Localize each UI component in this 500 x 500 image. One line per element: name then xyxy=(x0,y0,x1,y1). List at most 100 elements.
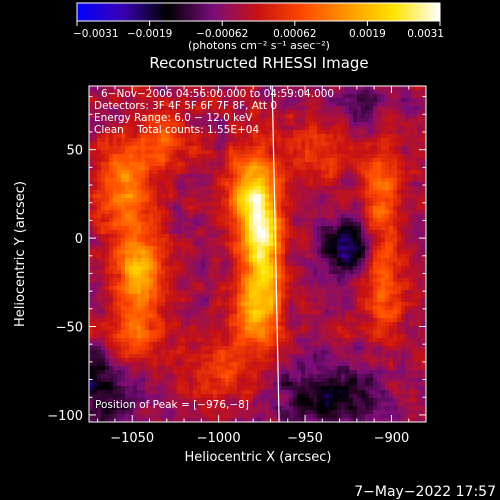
heatmap-cell xyxy=(193,86,198,91)
heatmap-cell xyxy=(373,106,378,111)
heatmap-cell xyxy=(157,218,162,223)
heatmap-cell xyxy=(381,218,386,223)
heatmap-cell xyxy=(313,186,318,191)
heatmap-cell xyxy=(209,110,214,115)
heatmap-cell xyxy=(249,250,254,255)
heatmap-cell xyxy=(301,226,306,231)
heatmap-cell xyxy=(281,314,286,319)
heatmap-cell xyxy=(381,278,386,283)
heatmap-cell xyxy=(405,194,410,199)
heatmap-cell xyxy=(353,182,358,187)
heatmap-cell xyxy=(345,310,350,315)
heatmap-cell xyxy=(273,298,278,303)
heatmap-cell xyxy=(105,118,110,123)
heatmap-cell xyxy=(189,166,194,171)
heatmap-cell xyxy=(305,166,310,171)
heatmap-cell xyxy=(293,242,298,247)
heatmap-cell xyxy=(285,106,290,111)
heatmap-cell xyxy=(385,154,390,159)
heatmap-cell xyxy=(117,246,122,251)
heatmap-cell xyxy=(361,202,366,207)
heatmap-cell xyxy=(121,242,126,247)
heatmap-cell xyxy=(237,158,242,163)
heatmap-cell xyxy=(137,154,142,159)
heatmap-cell xyxy=(261,182,266,187)
heatmap-cell xyxy=(157,254,162,259)
heatmap-cell xyxy=(277,274,282,279)
heatmap-cell xyxy=(201,154,206,159)
heatmap-cell xyxy=(137,238,142,243)
heatmap-cell xyxy=(345,246,350,251)
heatmap-cell xyxy=(293,118,298,123)
heatmap-cell xyxy=(353,98,358,103)
heatmap-cell xyxy=(401,134,406,139)
heatmap-cell xyxy=(165,118,170,123)
heatmap-cell xyxy=(305,134,310,139)
heatmap-cell xyxy=(189,278,194,283)
heatmap-cell xyxy=(333,254,338,259)
heatmap-cell xyxy=(313,130,318,135)
heatmap-cell xyxy=(177,242,182,247)
heatmap-cell xyxy=(101,110,106,115)
heatmap-cell xyxy=(185,170,190,175)
heatmap-cell xyxy=(325,122,330,127)
heatmap-cell xyxy=(273,102,278,107)
heatmap-cell xyxy=(265,218,270,223)
heatmap-cell xyxy=(265,170,270,175)
heatmap-cell xyxy=(261,150,266,155)
heatmap-cell xyxy=(193,122,198,127)
heatmap-cell xyxy=(181,90,186,95)
heatmap-cell xyxy=(421,222,426,227)
heatmap-cell xyxy=(293,174,298,179)
heatmap-cell xyxy=(125,254,130,259)
heatmap-cell xyxy=(201,186,206,191)
heatmap-cell xyxy=(145,258,150,263)
heatmap-cell xyxy=(249,86,254,91)
heatmap-cell xyxy=(133,178,138,183)
heatmap-cell xyxy=(373,98,378,103)
heatmap-cell xyxy=(129,162,134,167)
heatmap-cell xyxy=(125,194,130,199)
heatmap-cell xyxy=(153,146,158,151)
heatmap-cell xyxy=(393,138,398,143)
heatmap-cell xyxy=(105,122,110,127)
heatmap-cell xyxy=(197,274,202,279)
heatmap-cell xyxy=(409,154,414,159)
heatmap-cell xyxy=(397,122,402,127)
heatmap-cell xyxy=(121,294,126,299)
heatmap-cell xyxy=(401,246,406,251)
heatmap-cell xyxy=(125,206,130,211)
heatmap-cell xyxy=(361,170,366,175)
heatmap-cell xyxy=(369,302,374,307)
heatmap-cell xyxy=(201,142,206,147)
heatmap-cell xyxy=(389,230,394,235)
heatmap-cell xyxy=(397,242,402,247)
heatmap-cell xyxy=(409,162,414,167)
heatmap-cell xyxy=(105,102,110,107)
heatmap-cell xyxy=(377,130,382,135)
heatmap-cell xyxy=(373,94,378,99)
heatmap-cell xyxy=(389,118,394,123)
heatmap-cell xyxy=(321,174,326,179)
heatmap-cell xyxy=(173,98,178,103)
heatmap-cell xyxy=(105,306,110,311)
heatmap-cell xyxy=(97,254,102,259)
heatmap-cell xyxy=(333,154,338,159)
heatmap-cell xyxy=(185,94,190,99)
heatmap-cell xyxy=(209,254,214,259)
heatmap-cell xyxy=(401,178,406,183)
heatmap-cell xyxy=(241,138,246,143)
heatmap-cell xyxy=(325,86,330,91)
heatmap-cell xyxy=(189,290,194,295)
heatmap-cell xyxy=(285,306,290,311)
heatmap-cell xyxy=(397,274,402,279)
heatmap-cell xyxy=(217,110,222,115)
heatmap-cell xyxy=(237,234,242,239)
heatmap-cell xyxy=(221,258,226,263)
heatmap-cell xyxy=(365,278,370,283)
heatmap-cell xyxy=(233,286,238,291)
heatmap-cell xyxy=(165,178,170,183)
heatmap-cell xyxy=(145,134,150,139)
heatmap-cell xyxy=(201,98,206,103)
heatmap-cell xyxy=(153,230,158,235)
